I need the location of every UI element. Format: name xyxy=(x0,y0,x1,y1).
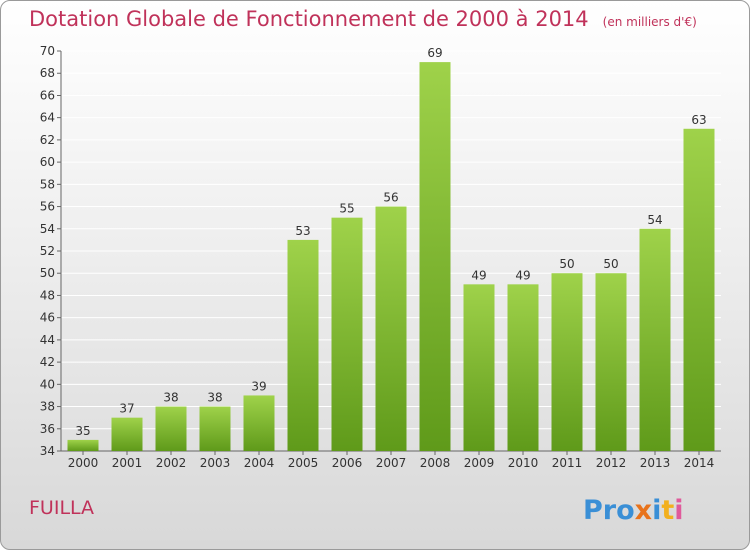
unit-label: (en milliers d'€) xyxy=(602,15,697,29)
data-label-2010: 49 xyxy=(515,268,530,282)
y-tick-label: 58 xyxy=(40,177,55,191)
y-tick-label: 50 xyxy=(40,266,55,280)
data-label-2001: 37 xyxy=(119,402,134,416)
data-label-2008: 69 xyxy=(427,46,442,60)
commune-name: FUILLA xyxy=(29,497,95,519)
x-tick-label: 2010 xyxy=(508,456,539,470)
x-tick-label: 2012 xyxy=(596,456,627,470)
bar-2007 xyxy=(375,206,407,451)
logo-text: Proxiti xyxy=(583,495,684,526)
y-tick-label: 60 xyxy=(40,155,55,169)
data-label-2007: 56 xyxy=(383,191,398,205)
x-tick-label: 2007 xyxy=(376,456,407,470)
y-tick-label: 64 xyxy=(40,111,55,125)
x-tick-label: 2003 xyxy=(200,456,231,470)
bar-2012 xyxy=(595,273,627,451)
bar-2003 xyxy=(199,406,231,451)
x-tick-label: 2004 xyxy=(244,456,275,470)
labels: 34 36 38 40 42 44 46 48 50 52 54 56 58 60 62 64 66 68 70 35… xyxy=(40,44,715,470)
data-label-2003: 38 xyxy=(207,391,222,405)
x-tick-label: 2014 xyxy=(684,456,715,470)
bar-2014 xyxy=(683,128,715,451)
y-tick-label: 54 xyxy=(40,222,55,236)
data-label-2009: 49 xyxy=(471,268,486,282)
x-tick-label: 2005 xyxy=(288,456,319,470)
y-tick-label: 56 xyxy=(40,200,55,214)
data-label-2000: 35 xyxy=(75,424,90,438)
x-tick-label: 2002 xyxy=(156,456,187,470)
data-label-2002: 38 xyxy=(163,391,178,405)
data-label-2005: 53 xyxy=(295,224,310,238)
bar-2006 xyxy=(331,217,363,451)
bar-2004 xyxy=(243,395,275,451)
y-tick-label: 66 xyxy=(40,88,55,102)
bar-2001 xyxy=(111,417,143,451)
y-tick-label: 42 xyxy=(40,355,55,369)
data-label-2013: 54 xyxy=(647,213,662,227)
y-tick-label: 44 xyxy=(40,333,55,347)
bar-2013 xyxy=(639,228,671,451)
y-tick-label: 52 xyxy=(40,244,55,258)
bar-2002 xyxy=(155,406,187,451)
x-tick-label: 2008 xyxy=(420,456,451,470)
y-tick-label: 36 xyxy=(40,422,55,436)
bar-2010 xyxy=(507,284,539,451)
bars xyxy=(67,62,715,451)
y-tick-label: 48 xyxy=(40,288,55,302)
data-label-2006: 55 xyxy=(339,202,354,216)
title-text: Dotation Globale de Fonctionnement de 20… xyxy=(29,7,589,31)
data-label-2011: 50 xyxy=(559,257,574,271)
y-tick-label: 40 xyxy=(40,377,55,391)
bar-2000 xyxy=(67,439,99,451)
bar-2005 xyxy=(287,239,319,451)
data-label-2012: 50 xyxy=(603,257,618,271)
y-tick-label: 34 xyxy=(40,444,55,458)
y-tick-label: 38 xyxy=(40,400,55,414)
x-tick-label: 2011 xyxy=(552,456,583,470)
bar-2008 xyxy=(419,62,451,451)
x-tick-label: 2009 xyxy=(464,456,495,470)
bar-2011 xyxy=(551,273,583,451)
bar-2009 xyxy=(463,284,495,451)
x-tick-label: 2001 xyxy=(112,456,143,470)
y-tick-label: 62 xyxy=(40,133,55,147)
x-tick-label: 2000 xyxy=(68,456,99,470)
y-tick-label: 46 xyxy=(40,311,55,325)
y-tick-label: 68 xyxy=(40,66,55,80)
x-tick-label: 2006 xyxy=(332,456,363,470)
x-tick-label: 2013 xyxy=(640,456,671,470)
y-tick-label: 70 xyxy=(40,44,55,58)
data-label-2014: 63 xyxy=(691,113,706,127)
chart-title: Dotation Globale de Fonctionnement de 20… xyxy=(29,7,697,31)
data-label-2004: 39 xyxy=(251,379,266,393)
proxiti-logo: Proxiti xyxy=(583,495,684,526)
